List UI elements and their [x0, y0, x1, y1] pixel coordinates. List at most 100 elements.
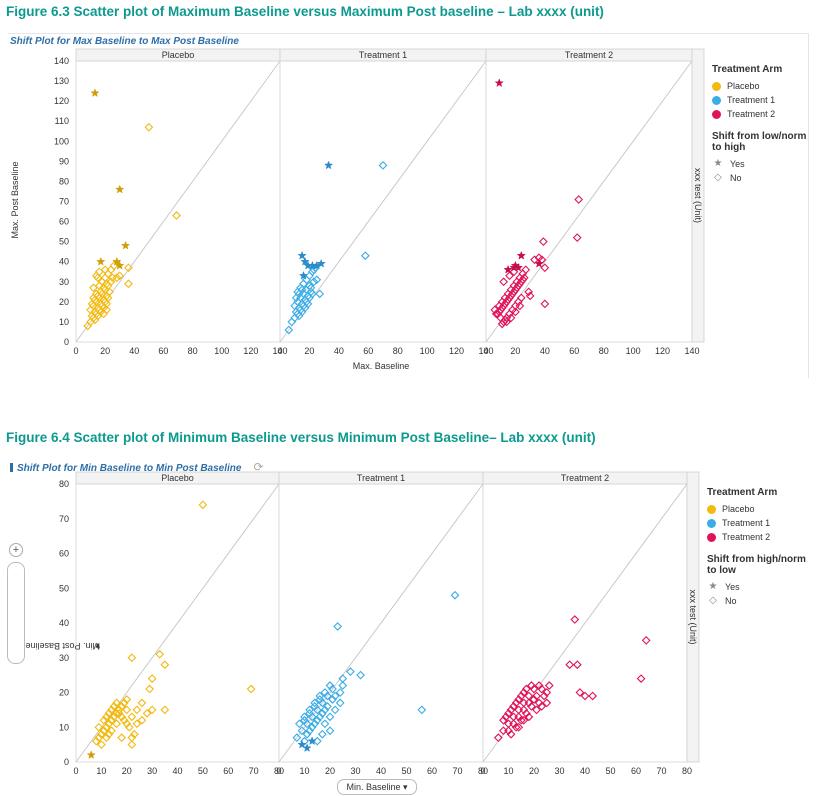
x-axis-field-pill[interactable]: Min. Baseline ▾ — [337, 779, 417, 795]
min-point-no-treatment-2 — [524, 712, 534, 722]
min-point-no-placebo — [112, 698, 121, 708]
min-point-no-treatment-2 — [501, 712, 511, 722]
max-point-yes-treatment-2 — [510, 260, 521, 270]
max-x-tick-label: 100 — [626, 346, 641, 356]
min-x-tick-label: 60 — [427, 766, 437, 776]
max-point-no-treatment-2 — [506, 313, 516, 323]
min-panel-label-treatment-1: Treatment 1 — [357, 473, 405, 483]
min-point-yes-placebo — [86, 750, 96, 759]
min-x-tick-label: 60 — [223, 766, 233, 776]
legend-1-treatment-2[interactable]: Treatment 2 — [712, 107, 812, 121]
min-x-tick-label: 70 — [249, 766, 259, 776]
min-point-no-placebo — [102, 722, 111, 732]
max-point-yes-placebo — [112, 256, 122, 266]
min-point-no-treatment-1 — [325, 712, 335, 722]
min-x-tick-label: 60 — [631, 766, 641, 776]
min-x-tick-label: 0 — [276, 766, 281, 776]
legend-1-no[interactable]: ◇ No — [712, 171, 812, 185]
min-point-no-treatment-2 — [529, 684, 539, 694]
legend-2-no[interactable]: ◇ No — [707, 594, 812, 608]
min-reference-line — [278, 483, 484, 763]
min-y-tick-label: 50 — [59, 583, 69, 593]
y-axis-field-pill[interactable]: Min. Post Baseline ▾ — [7, 562, 100, 664]
min-x-tick-label: 0 — [73, 766, 78, 776]
min-point-no-treatment-2 — [527, 681, 536, 690]
max-x-tick-label: 100 — [420, 346, 435, 356]
max-point-no-placebo — [172, 211, 181, 220]
max-point-yes-placebo — [90, 88, 100, 98]
min-point-no-placebo — [147, 705, 157, 715]
min-point-no-treatment-1 — [328, 684, 337, 694]
min-point-no-treatment-1 — [317, 729, 327, 739]
min-point-yes-treatment-1 — [302, 743, 312, 753]
min-y-tick-label: 80 — [59, 479, 69, 489]
max-point-no-treatment-2 — [502, 317, 511, 327]
zoom-in-button[interactable]: + — [9, 543, 23, 557]
legend-1-placebo[interactable]: Placebo — [712, 79, 812, 93]
placebo-dot-icon — [707, 504, 716, 514]
legend-2-treatment-2-label: Treatment 2 — [722, 532, 771, 542]
min-point-no-placebo — [99, 726, 109, 736]
y-pill-text: Min. Post Baseline — [25, 641, 100, 651]
max-point-no-treatment-2 — [572, 233, 582, 243]
max-point-yes-treatment-1 — [298, 270, 309, 280]
min-point-no-treatment-1 — [302, 719, 312, 729]
min-point-no-treatment-2 — [572, 660, 582, 670]
max-x-tick-label: 40 — [334, 346, 344, 356]
legend-1-yes-label: Yes — [730, 159, 745, 169]
min-point-no-placebo — [104, 719, 114, 729]
chart-1-frame-top — [8, 33, 808, 34]
min-point-no-placebo — [119, 715, 129, 725]
legend-1-treatment-1[interactable]: Treatment 1 — [712, 93, 812, 107]
min-point-no-treatment-1 — [305, 708, 314, 718]
min-x-tick-label: 50 — [605, 766, 615, 776]
min-point-no-placebo — [91, 736, 101, 746]
min-point-no-treatment-1 — [330, 705, 340, 715]
refresh-icon[interactable]: ⟳ — [253, 460, 264, 474]
max-point-yes-placebo — [96, 256, 106, 266]
min-point-no-placebo — [198, 500, 208, 510]
min-point-no-treatment-2 — [516, 691, 526, 701]
min-point-no-treatment-1 — [346, 667, 355, 677]
min-y-tick-label: 10 — [59, 722, 69, 732]
min-point-yes-treatment-1 — [297, 739, 307, 749]
max-point-no-treatment-2 — [540, 299, 550, 309]
min-point-no-treatment-1 — [295, 719, 304, 729]
chevron-down-icon: ▾ — [95, 641, 100, 651]
max-point-yes-treatment-2 — [516, 250, 526, 260]
min-point-no-treatment-1 — [320, 705, 330, 715]
diamond-icon: ◇ — [709, 595, 717, 606]
min-point-no-treatment-2 — [524, 698, 534, 708]
min-point-no-treatment-1 — [312, 705, 322, 715]
min-point-no-placebo — [114, 705, 124, 715]
legend-1-no-label: No — [730, 173, 742, 183]
min-y-tick-label: 40 — [59, 618, 69, 628]
max-y-tick-label: 40 — [59, 257, 69, 267]
legend-2-shift-title: Shift from high/norm to low — [707, 554, 806, 576]
min-point-no-treatment-1 — [310, 719, 320, 729]
min-y-tick-label: 20 — [59, 688, 69, 698]
min-point-no-treatment-1 — [333, 622, 343, 631]
legend-2-treatment-1[interactable]: Treatment 1 — [707, 516, 812, 530]
max-x-axis-title: Max. Baseline — [353, 361, 410, 371]
min-point-no-treatment-2 — [509, 719, 518, 729]
legend-1-treatment-1-label: Treatment 1 — [727, 95, 776, 105]
legend-1-yes[interactable]: ★ Yes — [712, 157, 812, 171]
legend-1-title: Treatment Arm — [712, 64, 783, 75]
min-x-tick-label: 70 — [452, 766, 462, 776]
min-point-no-treatment-1 — [323, 691, 332, 701]
min-point-no-treatment-2 — [544, 681, 554, 690]
legend-2-treatment-1-label: Treatment 1 — [722, 518, 771, 528]
legend-2-yes[interactable]: ★ Yes — [707, 580, 812, 594]
legend-2-yes-label: Yes — [725, 582, 740, 592]
max-y-tick-label: 60 — [59, 217, 69, 227]
legend-2-placebo[interactable]: Placebo — [707, 502, 812, 516]
chart-1-frame-right — [808, 33, 809, 378]
min-point-no-treatment-2 — [521, 684, 531, 694]
max-point-no-treatment-2 — [524, 287, 534, 297]
max-point-no-placebo — [115, 271, 125, 281]
legend-2-treatment-2[interactable]: Treatment 2 — [707, 530, 812, 544]
max-point-no-placebo — [86, 305, 95, 315]
max-x-tick-label: 0 — [73, 346, 78, 356]
max-y-tick-label: 50 — [59, 237, 69, 247]
